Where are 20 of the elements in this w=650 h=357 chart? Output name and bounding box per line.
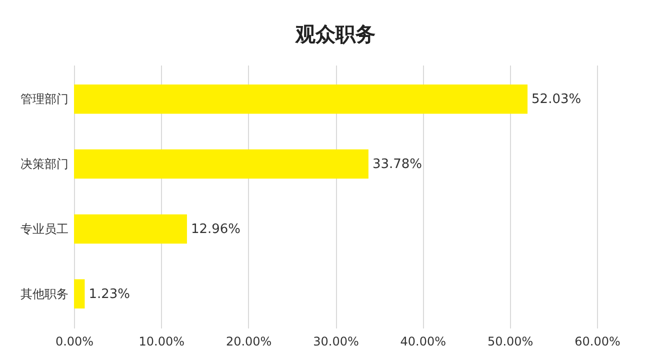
y-tick-label: 决策部门 xyxy=(20,157,68,172)
bar xyxy=(74,214,187,244)
x-tick-label: 50.00% xyxy=(487,334,534,348)
data-label: 12.96% xyxy=(190,222,241,237)
y-tick-label: 专业员工 xyxy=(20,222,68,236)
x-tick-label: 20.00% xyxy=(226,334,272,348)
x-tick-label: 60.00% xyxy=(574,334,620,348)
bar xyxy=(74,149,368,179)
data-label: 33.78% xyxy=(372,157,422,172)
bar xyxy=(74,279,85,309)
y-tick-label: 其他职务 xyxy=(20,286,68,301)
x-tick-label: 30.00% xyxy=(313,334,359,348)
chart-title: 观众职务 xyxy=(294,22,376,46)
x-tick-label: 0.00% xyxy=(55,334,94,348)
data-label: 1.23% xyxy=(88,286,130,302)
data-label: 52.03% xyxy=(532,92,582,108)
y-tick-label: 管理部门 xyxy=(20,92,68,106)
bar xyxy=(74,84,528,114)
x-tick-label: 10.00% xyxy=(138,334,185,348)
x-tick-label: 40.00% xyxy=(400,334,446,348)
